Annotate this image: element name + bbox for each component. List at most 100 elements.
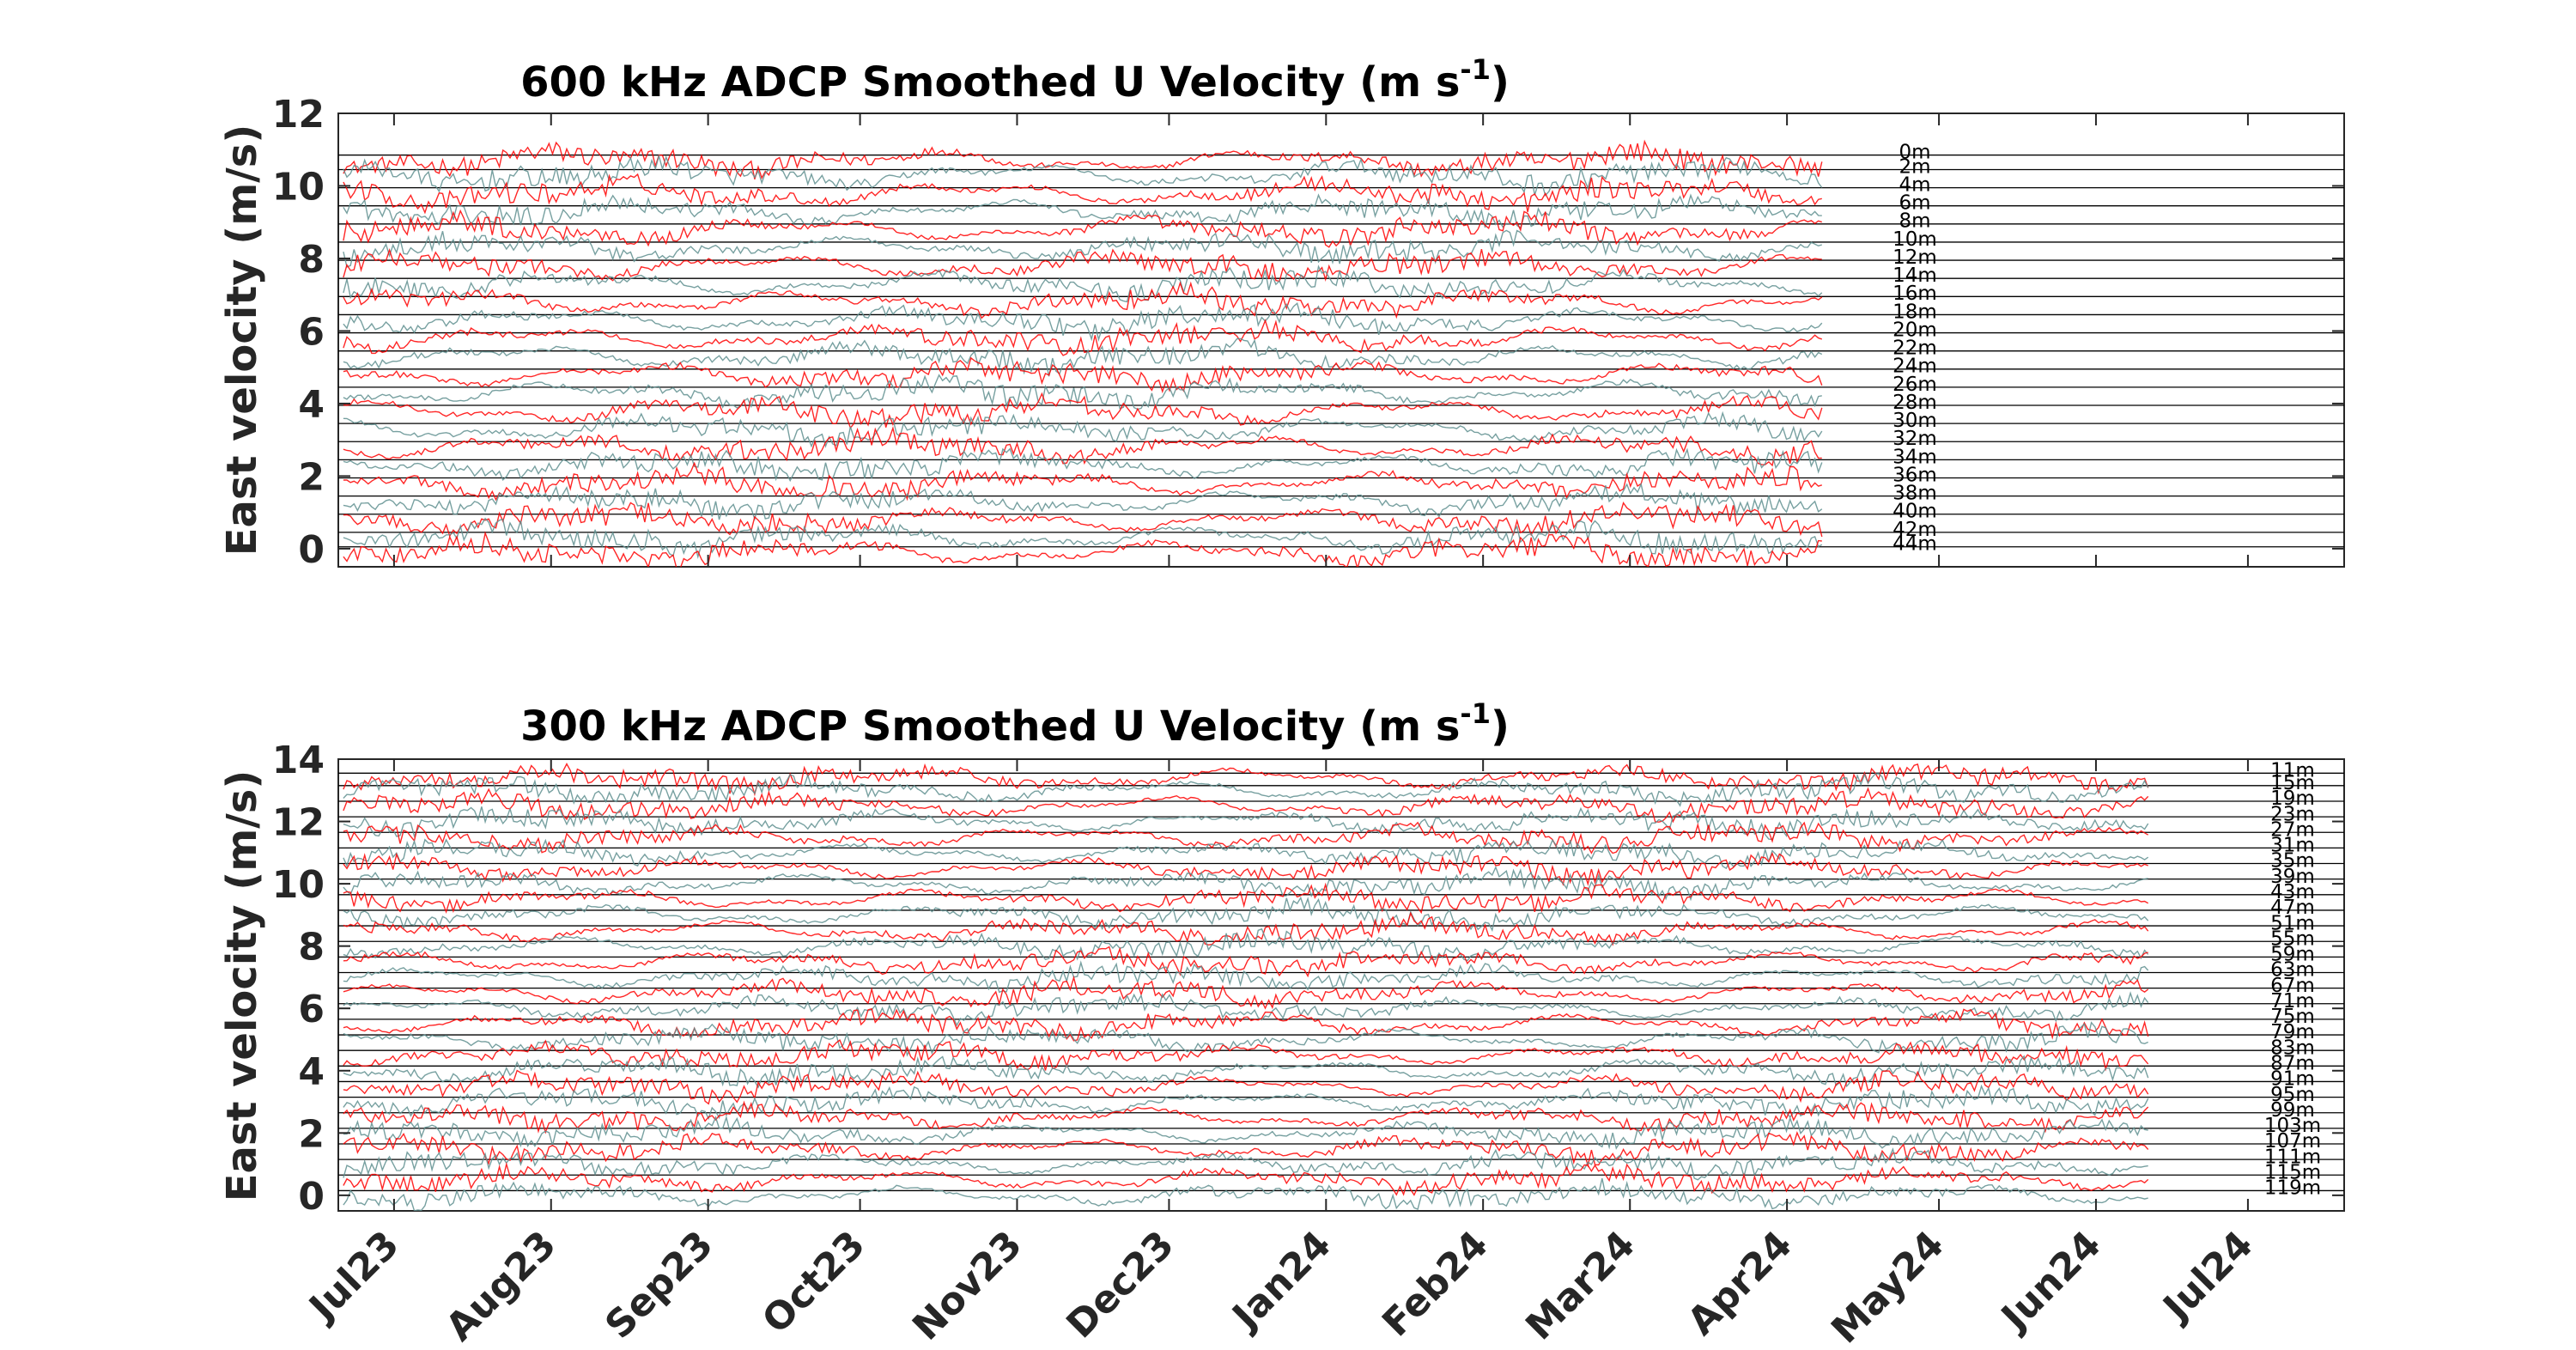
- depth-label: 103m: [2264, 1115, 2321, 1137]
- depth-label: 40m: [1893, 501, 1937, 523]
- depth-label: 55m: [2270, 927, 2315, 950]
- velocity-trace: [343, 374, 1822, 410]
- depth-label: 12m: [1893, 246, 1937, 269]
- depth-label: 95m: [2270, 1084, 2315, 1106]
- velocity-trace: [343, 927, 2149, 962]
- title-300khz: 300 kHz ADCP Smoothed U Velocity (m s-1): [520, 697, 1510, 751]
- velocity-trace: [343, 482, 1823, 521]
- depth-label: 11m: [2270, 760, 2315, 782]
- depth-label: 2m: [1899, 155, 1930, 178]
- depth-label: 83m: [2270, 1037, 2315, 1059]
- depth-label: 30m: [1893, 410, 1937, 432]
- depth-label: 111m: [2264, 1146, 2321, 1168]
- velocity-trace: [343, 502, 1823, 538]
- velocity-trace: [343, 531, 1822, 567]
- velocity-trace: [343, 896, 2149, 933]
- depth-label: 4m: [1899, 173, 1930, 196]
- depth-label: 16m: [1893, 283, 1937, 305]
- axes-frame: [337, 112, 2345, 568]
- velocity-trace: [343, 461, 1823, 502]
- velocity-trace: [343, 193, 1822, 229]
- depth-label: 35m: [2270, 850, 2315, 873]
- plot-area-600khz: 0m2m4m6m8m10m12m14m16m18m20m22m24m26m28m…: [272, 93, 2345, 572]
- velocity-trace: [343, 865, 2148, 902]
- velocity-trace: [343, 772, 2149, 807]
- velocity-trace: [343, 1021, 2148, 1057]
- depth-label: 87m: [2270, 1053, 2315, 1075]
- ytick-label: 12: [272, 93, 325, 137]
- ytick-label: 8: [298, 238, 325, 282]
- depth-label: 63m: [2270, 959, 2315, 982]
- depth-label: 107m: [2264, 1130, 2321, 1152]
- ytick-label: 14: [272, 739, 325, 782]
- velocity-trace: [343, 447, 1823, 483]
- depth-label: 0m: [1899, 141, 1930, 163]
- depth-label: 79m: [2270, 1021, 2315, 1043]
- velocity-trace: [343, 338, 1823, 377]
- ytick-label: 0: [298, 528, 325, 572]
- velocity-trace: [343, 301, 1823, 343]
- velocity-trace: [343, 425, 1822, 467]
- depth-label: 36m: [1893, 464, 1937, 486]
- velocity-trace: [343, 173, 1822, 215]
- depth-label: 19m: [2270, 788, 2315, 810]
- ytick-label: 10: [272, 863, 325, 907]
- velocity-trace: [343, 806, 2149, 841]
- title-600khz: 600 kHz ADCP Smoothed U Velocity (m s-1): [520, 53, 1510, 106]
- ylabel-600khz: East velocity (m/s): [218, 125, 266, 556]
- velocity-trace: [343, 821, 2149, 854]
- velocity-trace: [343, 319, 1823, 356]
- depth-label: 32m: [1893, 428, 1937, 450]
- velocity-trace: [343, 991, 2149, 1027]
- velocity-trace: [343, 975, 2149, 1010]
- ytick-label: 0: [298, 1175, 325, 1219]
- velocity-trace: [343, 247, 1822, 283]
- velocity-trace: [343, 1069, 2149, 1105]
- ytick-label: 4: [298, 1050, 325, 1094]
- velocity-trace: [343, 787, 2149, 824]
- ytick-label: 4: [298, 383, 325, 427]
- velocity-trace: [343, 1038, 2149, 1072]
- depth-label: 20m: [1893, 319, 1937, 341]
- velocity-trace: [343, 946, 2148, 978]
- velocity-trace: [343, 410, 1823, 448]
- depth-label: 91m: [2270, 1068, 2315, 1091]
- depth-label: 8m: [1899, 210, 1930, 233]
- depth-label: 18m: [1893, 301, 1937, 323]
- velocity-trace: [343, 1100, 2149, 1134]
- velocity-trace: [343, 1161, 2149, 1196]
- depth-label: 14m: [1893, 265, 1937, 287]
- depth-label: 67m: [2270, 975, 2315, 997]
- velocity-trace: [343, 1115, 2148, 1150]
- velocity-trace: [343, 1055, 2149, 1089]
- depth-label: 27m: [2270, 818, 2315, 841]
- depth-label: 39m: [2270, 866, 2315, 888]
- velocity-trace: [343, 356, 1823, 394]
- velocity-trace: [343, 762, 2149, 797]
- velocity-trace: [343, 229, 1822, 268]
- velocity-trace: [343, 1007, 2149, 1042]
- depth-label: 28m: [1893, 392, 1937, 414]
- depth-label: 51m: [2270, 912, 2315, 934]
- velocity-trace: [343, 392, 1823, 429]
- depth-label: 10m: [1893, 228, 1937, 251]
- depth-label: 15m: [2270, 772, 2315, 794]
- velocity-trace: [343, 1147, 2148, 1181]
- velocity-trace: [343, 281, 1823, 319]
- velocity-trace: [343, 911, 2149, 946]
- depth-label: 31m: [2270, 835, 2315, 857]
- ytick-label: 6: [298, 310, 325, 354]
- depth-label: 42m: [1893, 519, 1937, 541]
- depth-label: 75m: [2270, 1006, 2315, 1028]
- velocity-trace: [343, 209, 1823, 248]
- velocity-trace: [343, 1178, 2148, 1211]
- depth-label: 71m: [2270, 990, 2315, 1012]
- ytick-label: 12: [272, 801, 325, 845]
- depth-label: 115m: [2264, 1161, 2321, 1183]
- velocity-trace: [343, 852, 2148, 887]
- ytick-label: 2: [298, 1112, 325, 1156]
- depth-label: 34m: [1893, 446, 1937, 468]
- depth-label: 22m: [1893, 338, 1937, 360]
- axes-frame: [337, 758, 2345, 1212]
